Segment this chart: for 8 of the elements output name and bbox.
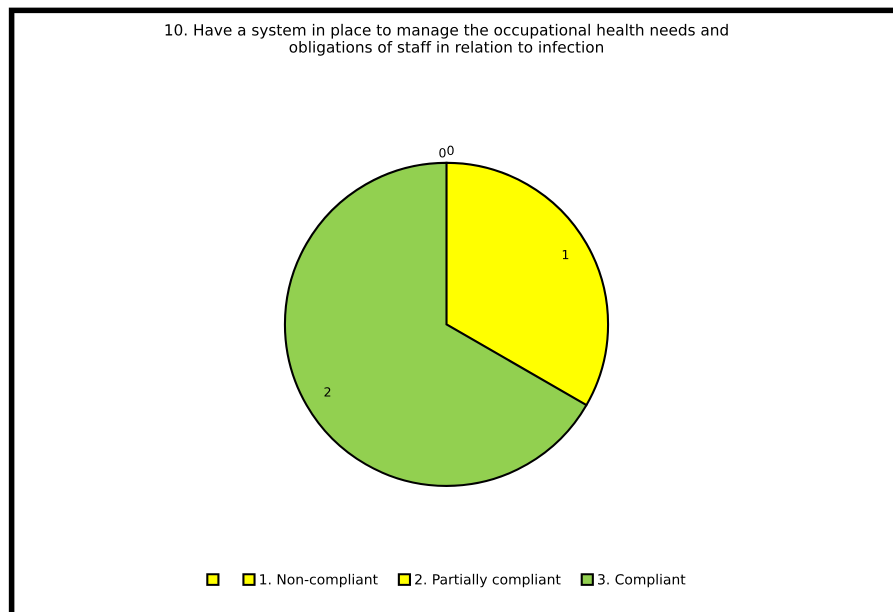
legend-label: 1. Non-compliant [260,574,378,588]
data-label: 1 [562,250,568,260]
text: 0 [447,146,454,156]
legend-label: 2. Partially compliant [415,574,561,588]
data-label: 2 [324,387,330,396]
text: 0 [439,148,446,158]
chart-title: 10. Have a system in place to manage the occupational health needs and obligations of staff in relation to infection [166,24,728,56]
legend-label: 3. Compliant [598,574,686,588]
